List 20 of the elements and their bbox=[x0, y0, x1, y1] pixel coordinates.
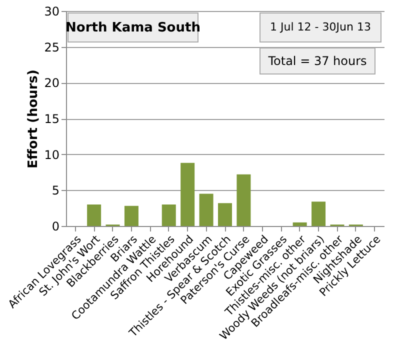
y-tick-label: 20 bbox=[44, 76, 60, 90]
y-tick-label: 5 bbox=[52, 184, 60, 198]
annotation: Total = 37 hours bbox=[267, 54, 367, 68]
annotation: 1 Jul 12 - 30Jun 13 bbox=[270, 20, 371, 34]
y-tick-label: 30 bbox=[44, 4, 60, 18]
y-tick-label: 10 bbox=[44, 148, 60, 162]
bar bbox=[292, 222, 307, 226]
bar bbox=[87, 204, 102, 226]
bar bbox=[180, 162, 195, 226]
bar bbox=[236, 174, 251, 226]
annotation: North Kama South bbox=[66, 20, 200, 36]
bar bbox=[199, 194, 214, 226]
bar bbox=[312, 202, 326, 226]
y-axis-title: Effort (hours) bbox=[26, 70, 42, 168]
y-tick-label: 15 bbox=[44, 112, 60, 126]
bar bbox=[124, 206, 138, 226]
y-tick-label: 0 bbox=[52, 220, 60, 234]
bar bbox=[162, 204, 176, 226]
y-tick-label: 25 bbox=[44, 40, 60, 54]
bar bbox=[218, 203, 232, 226]
